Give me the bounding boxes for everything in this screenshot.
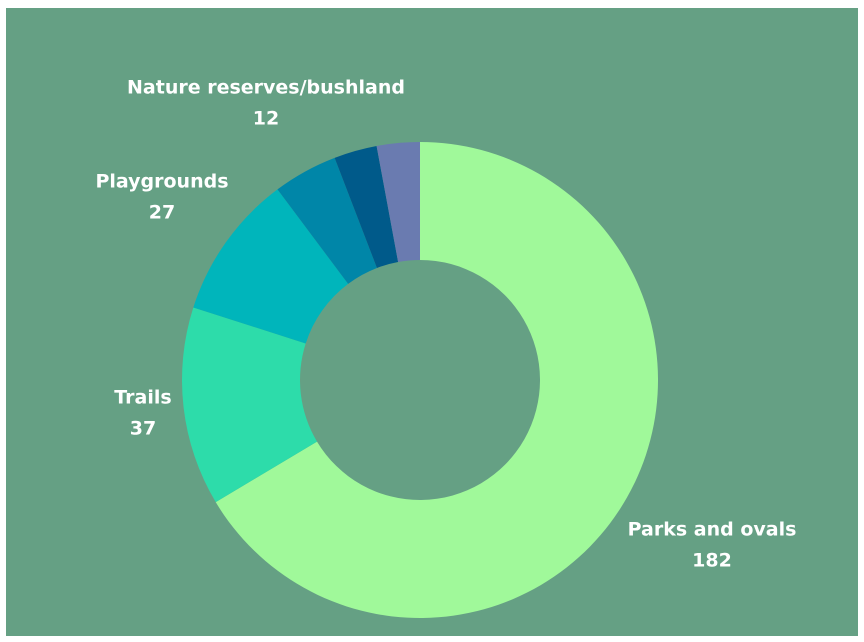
segment-label: Parks and ovals [628,519,797,541]
segment-label: Trails [114,387,171,409]
segment-label: Nature reserves/bushland [127,77,405,99]
segment-label: Playgrounds [95,171,228,193]
donut-segment [334,145,399,268]
segment-value: 27 [149,202,175,224]
donut-segment [193,189,349,344]
donut-segment [215,142,658,619]
donut-segment [277,157,377,284]
donut-segment [376,142,420,263]
segment-value: 37 [130,418,156,440]
donut-segment [182,307,318,503]
segment-value: 182 [692,550,732,572]
segment-value: 12 [253,108,279,130]
